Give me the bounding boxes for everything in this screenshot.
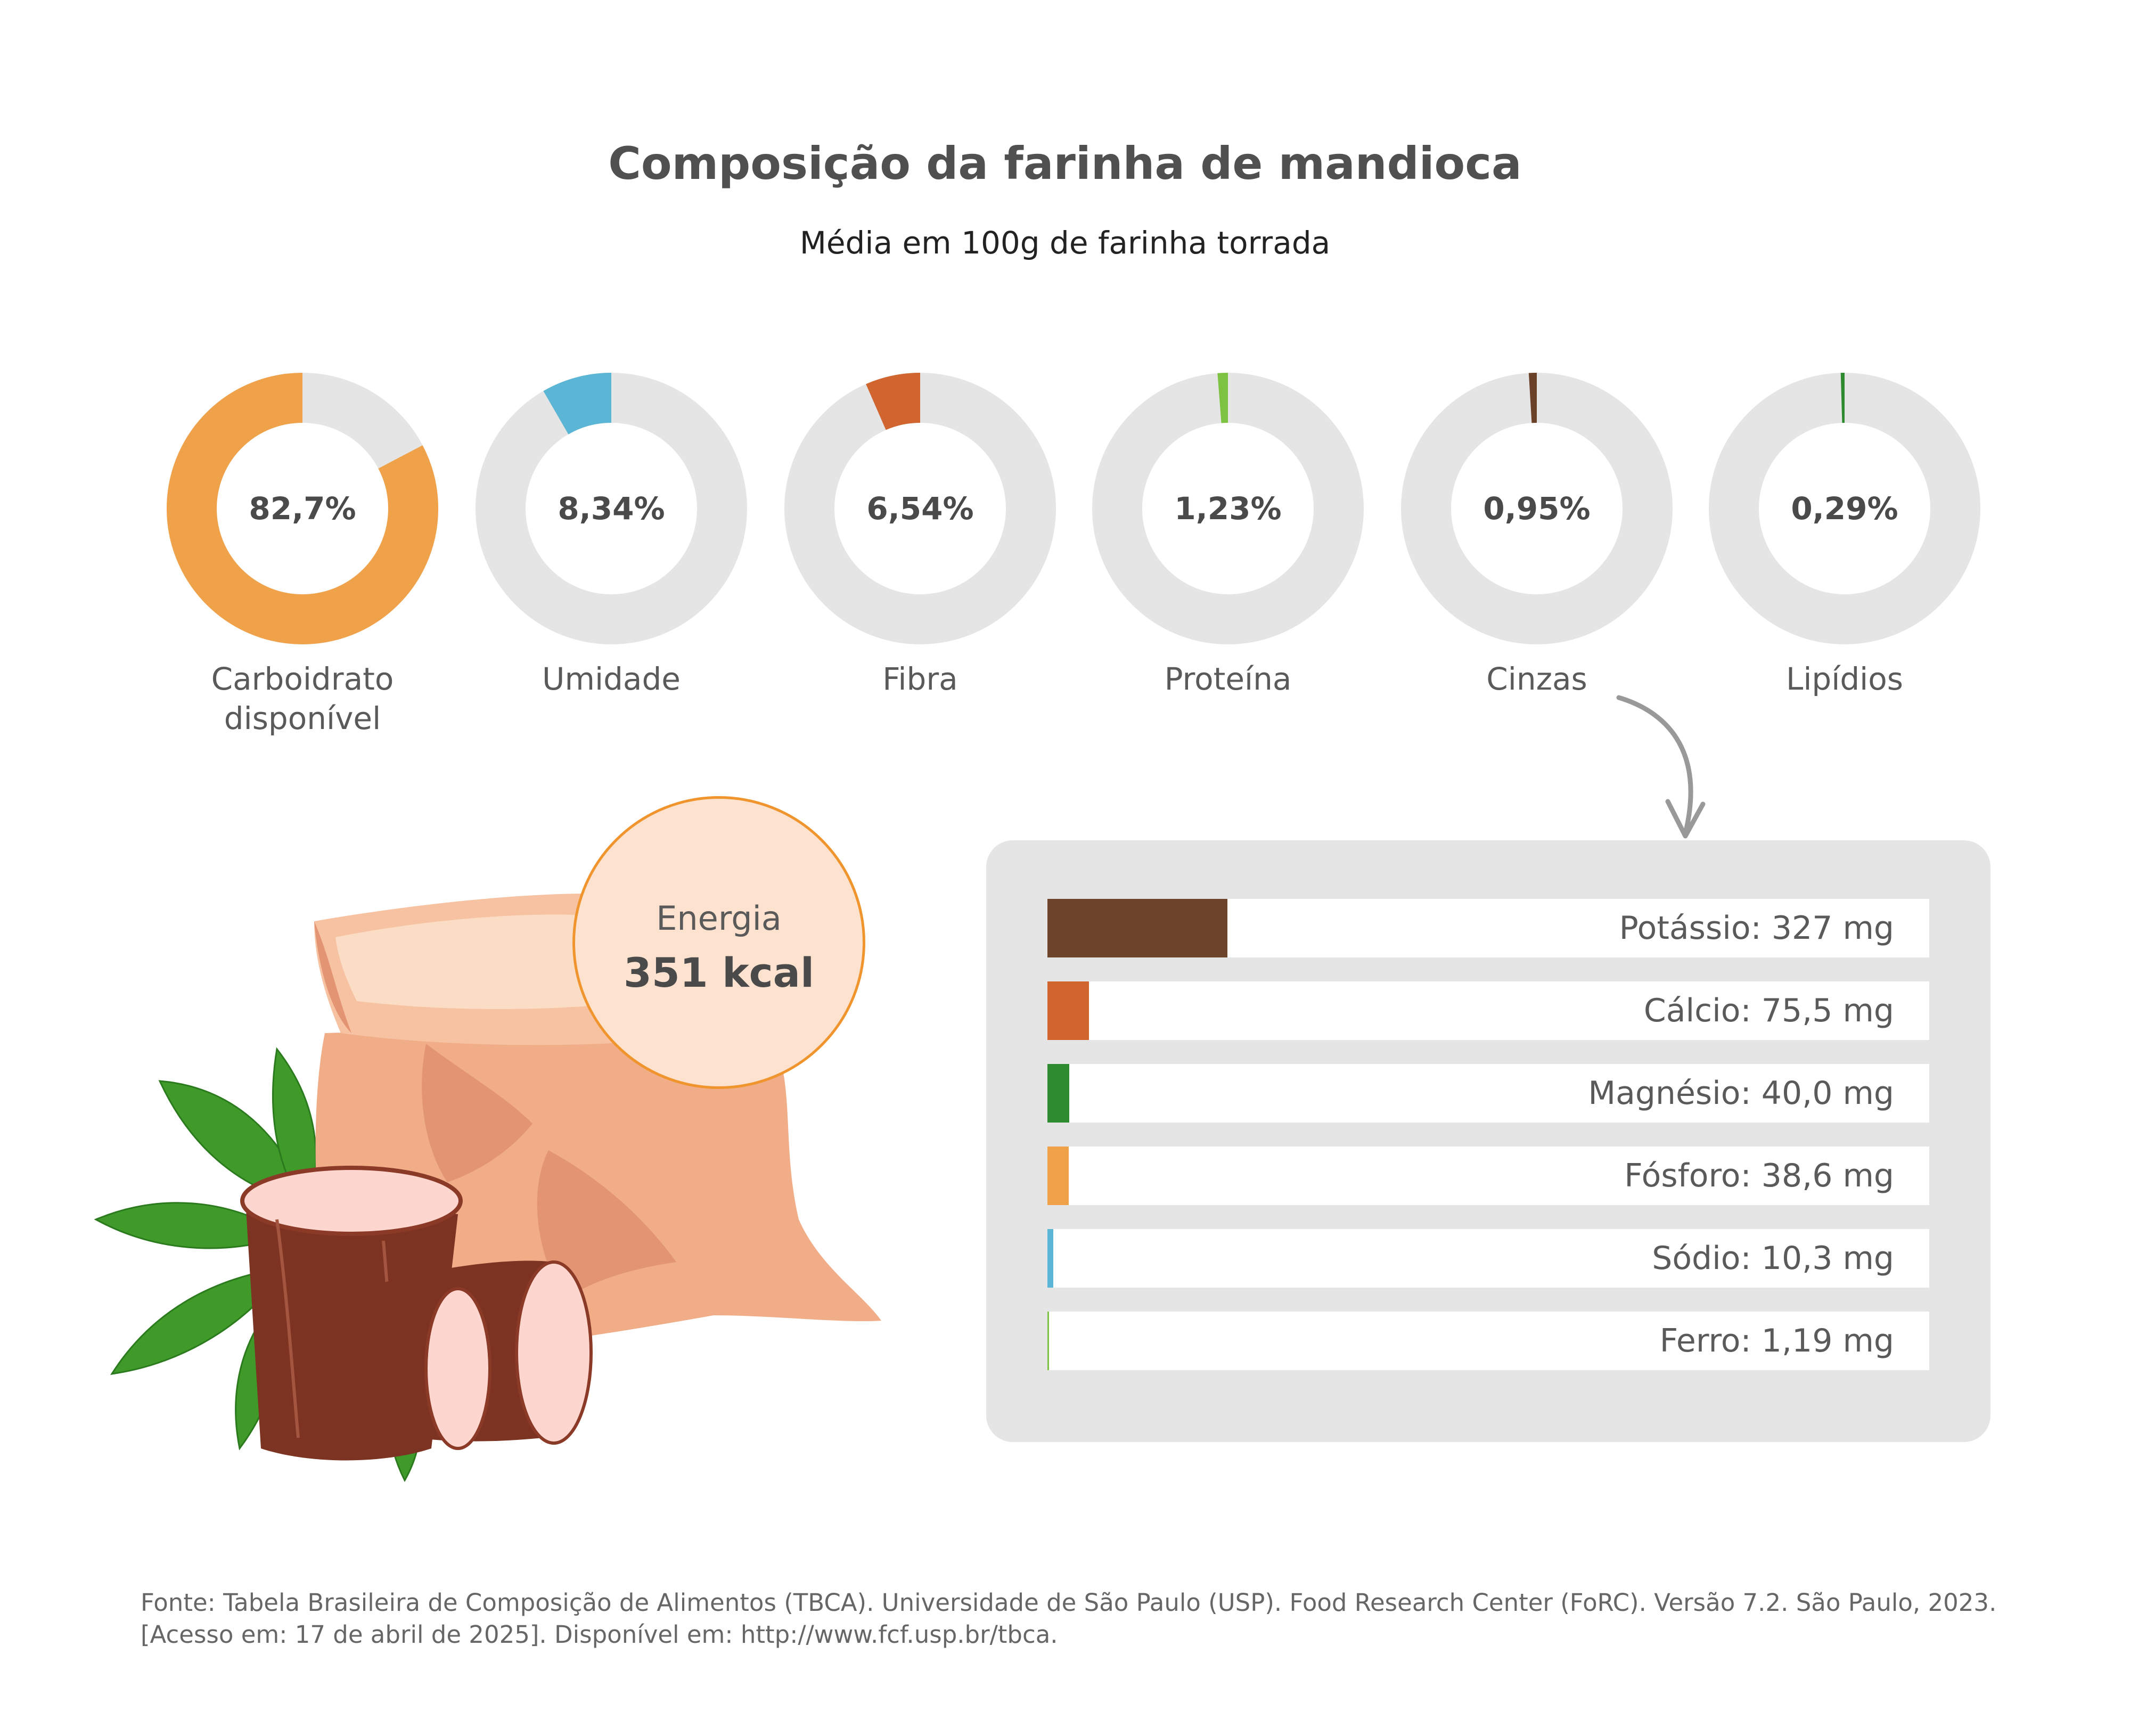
minerals-panel: Potássio: 327 mg Cálcio: 75,5 mg Magnésio:… — [986, 840, 1990, 1442]
donut-slice-5 — [1709, 373, 1980, 644]
donut-slice-4 — [1401, 373, 1673, 644]
donut-2: 6,54% — [784, 373, 1056, 644]
energy-label: Energia — [656, 899, 782, 938]
donut-svg — [476, 373, 747, 644]
footer-line-1: Fonte: Tabela Brasileira de Composição d… — [141, 1588, 1997, 1617]
donut-slice-0 — [167, 373, 438, 644]
donut-svg — [784, 373, 1056, 644]
bar-label-2: Magnésio: 40,0 mg — [1588, 1075, 1894, 1112]
bar-row-2: Magnésio: 40,0 mg — [1047, 1064, 1929, 1123]
bar-1 — [1047, 981, 1089, 1040]
cassava-and-flour-sack-icon — [94, 894, 881, 1483]
donut-label-3: Proteína — [1164, 661, 1292, 697]
donut-value: 8,34% — [558, 490, 665, 527]
donut-1: 8,34% — [476, 373, 747, 644]
donut-value: 0,95% — [1483, 490, 1591, 527]
source-footer: Fonte: Tabela Brasileira de Composição d… — [141, 1587, 2004, 1651]
bar-label-3: Fósforo: 38,6 mg — [1624, 1157, 1894, 1194]
bar-row-5: Ferro: 1,19 mg — [1047, 1312, 1929, 1370]
donut-3: 1,23% — [1092, 373, 1364, 644]
bar-label-4: Sódio: 10,3 mg — [1652, 1240, 1894, 1277]
donut-0: 82,7% — [167, 373, 438, 644]
donut-label-1: Umidade — [542, 661, 681, 697]
bar-row-0: Potássio: 327 mg — [1047, 899, 1929, 957]
donut-svg — [1709, 373, 1980, 644]
donut-svg — [167, 373, 438, 644]
bar-row-4: Sódio: 10,3 mg — [1047, 1229, 1929, 1288]
chart-title: Composição da farinha de mandioca — [608, 137, 1522, 190]
bar-row-1: Cálcio: 75,5 mg — [1047, 981, 1929, 1040]
bar-label-0: Potássio: 327 mg — [1619, 910, 1894, 947]
bar-row-3: Fósforo: 38,6 mg — [1047, 1147, 1929, 1205]
bar-label-5: Ferro: 1,19 mg — [1659, 1322, 1894, 1360]
donut-value: 0,29% — [1791, 490, 1898, 527]
donut-slice-2 — [784, 373, 1056, 644]
donut-slice-3 — [1092, 373, 1364, 644]
donut-label-2: Fibra — [882, 661, 958, 697]
donut-value: 82,7% — [249, 490, 356, 527]
bar-5 — [1047, 1312, 1049, 1370]
bar-label-1: Cálcio: 75,5 mg — [1643, 992, 1894, 1029]
donut-label-5: Lipídios — [1786, 661, 1903, 697]
donut-4: 0,95% — [1401, 373, 1673, 644]
bar-0 — [1047, 899, 1228, 957]
energy-badge: Energia 351 kcal — [572, 796, 865, 1089]
bar-4 — [1047, 1229, 1053, 1288]
footer-line-2: [Acesso em: 17 de abril de 2025]. Dispon… — [141, 1620, 1058, 1649]
bar-3 — [1047, 1147, 1069, 1205]
donut-label-0: Carboidrato disponível — [211, 661, 394, 736]
chart-subtitle: Média em 100g de farinha torrada — [799, 225, 1331, 261]
donut-5: 0,29% — [1709, 373, 1980, 644]
donut-value: 1,23% — [1174, 490, 1282, 527]
donut-value: 6,54% — [866, 490, 974, 527]
energy-value: 351 kcal — [623, 949, 815, 996]
donut-slice-1 — [476, 373, 747, 644]
donut-svg — [1401, 373, 1673, 644]
arrow-icon — [1616, 695, 1706, 839]
donut-svg — [1092, 373, 1364, 644]
bar-2 — [1047, 1064, 1070, 1123]
donut-label-4: Cinzas — [1486, 661, 1587, 697]
